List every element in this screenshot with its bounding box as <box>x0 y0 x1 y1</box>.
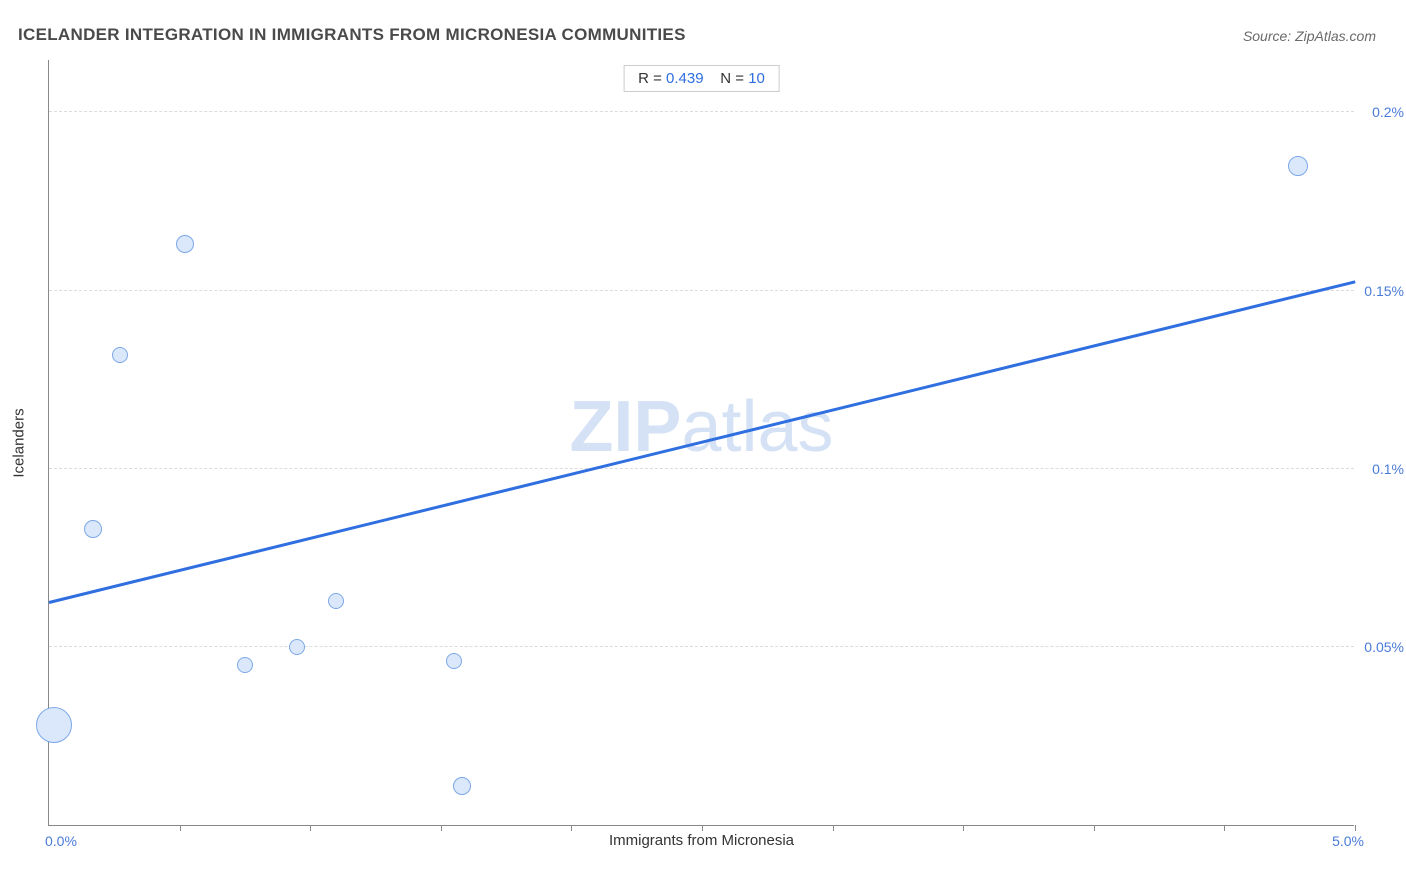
data-point <box>84 520 102 538</box>
x-max-label: 5.0% <box>1332 833 1364 849</box>
source-attribution: Source: ZipAtlas.com <box>1243 28 1376 44</box>
chart-title: ICELANDER INTEGRATION IN IMMIGRANTS FROM… <box>18 25 686 45</box>
x-axis-label: Immigrants from Micronesia <box>609 832 794 849</box>
y-tick-label: 0.05% <box>1364 639 1404 655</box>
data-point <box>328 593 344 609</box>
x-tick <box>963 825 964 831</box>
y-tick-label: 0.1% <box>1372 461 1404 477</box>
r-value: 0.439 <box>666 70 704 87</box>
watermark: ZIPatlas <box>569 386 833 468</box>
data-point <box>446 653 462 669</box>
y-tick-label: 0.15% <box>1364 283 1404 299</box>
y-tick-label: 0.2% <box>1372 104 1404 120</box>
x-tick <box>180 825 181 831</box>
y-axis-label: Icelanders <box>11 408 28 477</box>
data-point <box>176 235 194 253</box>
data-point <box>453 777 471 795</box>
x-tick <box>1094 825 1095 831</box>
data-point <box>36 707 72 743</box>
x-tick <box>702 825 703 831</box>
x-tick <box>310 825 311 831</box>
chart-container: ICELANDER INTEGRATION IN IMMIGRANTS FROM… <box>0 0 1406 892</box>
x-min-label: 0.0% <box>45 833 77 849</box>
gridline <box>49 468 1354 469</box>
data-point <box>237 657 253 673</box>
gridline <box>49 646 1354 647</box>
watermark-zip: ZIP <box>569 387 681 467</box>
data-point <box>112 347 128 363</box>
data-point <box>1288 156 1308 176</box>
gridline <box>49 290 1354 291</box>
n-label: N = <box>720 70 744 87</box>
x-tick <box>1224 825 1225 831</box>
stats-box: R = 0.439 N = 10 <box>623 65 780 92</box>
x-tick <box>571 825 572 831</box>
gridline <box>49 111 1354 112</box>
scatter-chart: ZIPatlas R = 0.439 N = 10 Icelanders Imm… <box>48 60 1354 826</box>
trend-line <box>49 281 1356 605</box>
x-tick <box>1355 825 1356 831</box>
n-value: 10 <box>748 70 765 87</box>
data-point <box>289 639 305 655</box>
x-tick <box>833 825 834 831</box>
x-tick <box>441 825 442 831</box>
r-label: R = <box>638 70 662 87</box>
